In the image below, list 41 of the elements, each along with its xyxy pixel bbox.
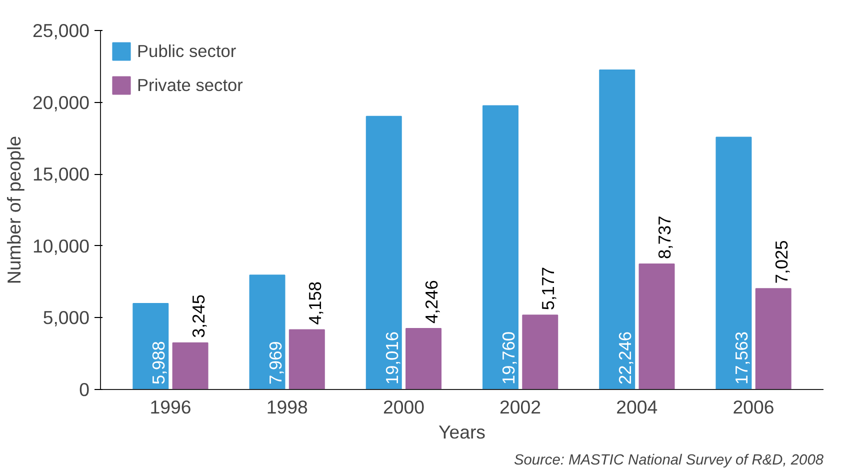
- data-label: 22,246: [615, 332, 636, 384]
- y-tick-label: 10,000: [32, 235, 90, 256]
- bar: [755, 288, 792, 390]
- bar: [288, 329, 325, 390]
- bar: [406, 328, 442, 390]
- y-tick-label: 20,000: [32, 92, 90, 113]
- data-label: 5,177: [538, 266, 558, 310]
- bar: [716, 136, 752, 390]
- y-tick-label: 15,000: [32, 164, 90, 185]
- bar: [172, 342, 208, 390]
- bar: [132, 303, 169, 390]
- bar: [366, 116, 402, 390]
- data-label: 4,158: [304, 281, 325, 325]
- bar: [482, 105, 518, 390]
- data-label: 4,246: [422, 280, 442, 324]
- bar: [522, 314, 558, 390]
- bar: [599, 70, 636, 390]
- data-label: 7,025: [771, 240, 792, 284]
- source-note: Source: MASTIC National Survey of R&D, 2008: [514, 452, 824, 468]
- legend-label: Private sector: [137, 74, 243, 96]
- data-label: 17,563: [732, 332, 752, 384]
- y-axis-title: Number of people: [3, 136, 24, 284]
- data-label: 3,245: [188, 294, 208, 338]
- x-tick-label: 2000: [382, 396, 424, 418]
- legend-label: Public sector: [137, 40, 236, 62]
- x-tick-label: 1996: [150, 396, 192, 418]
- x-tick-label: 2004: [616, 396, 658, 418]
- x-axis-title: Years: [438, 422, 486, 442]
- x-tick-label: 1998: [266, 396, 308, 418]
- bar: [249, 274, 286, 390]
- data-label: 19,760: [498, 332, 518, 384]
- x-tick-label: 2002: [500, 396, 542, 418]
- data-label: 5,988: [148, 341, 169, 384]
- data-label: 19,016: [382, 332, 402, 384]
- data-label: 7,969: [265, 341, 286, 384]
- y-tick-label: 5,000: [42, 307, 90, 328]
- y-tick-label: 0: [79, 379, 90, 400]
- data-label: 8,737: [654, 216, 675, 260]
- y-tick-label: 25,000: [32, 20, 90, 41]
- bar: [638, 264, 675, 390]
- x-tick-label: 2006: [732, 396, 774, 418]
